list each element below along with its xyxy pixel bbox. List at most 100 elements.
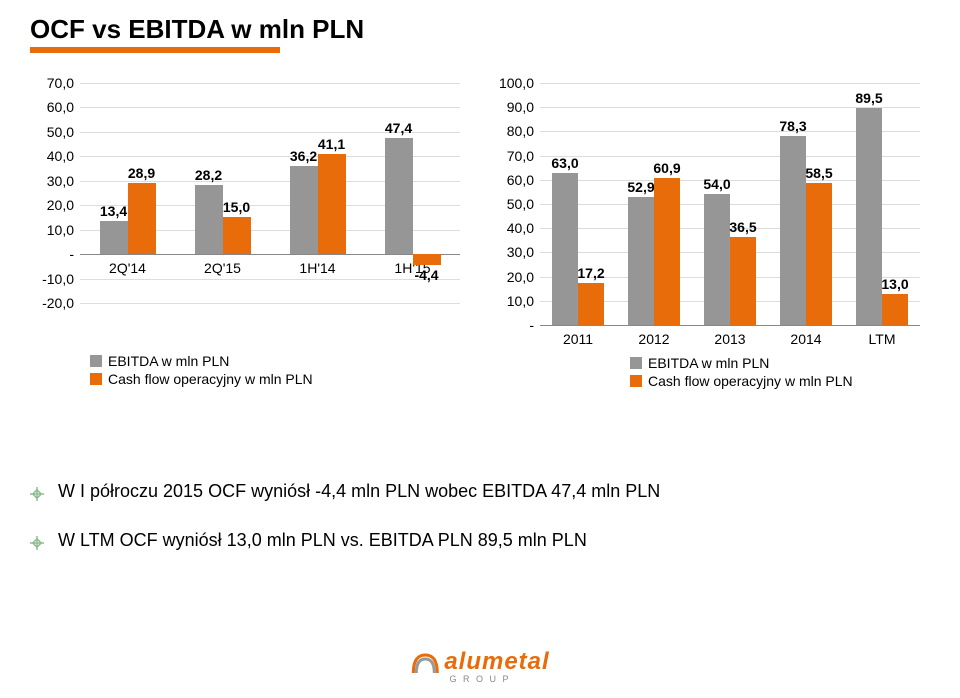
gridline (80, 279, 460, 280)
gridline (540, 83, 920, 84)
legend-swatch (630, 357, 642, 369)
bar-value-label: 78,3 (779, 118, 806, 134)
y-tick-label: 80,0 (507, 123, 540, 139)
y-tick-label: 30,0 (47, 173, 80, 189)
y-tick-label: 20,0 (507, 269, 540, 285)
bar (413, 254, 441, 265)
y-tick-label: 20,0 (47, 197, 80, 213)
bar (128, 183, 156, 254)
bar (856, 108, 882, 325)
gridline (80, 303, 460, 304)
bullet-item: W I półroczu 2015 OCF wyniósł -4,4 mln P… (30, 481, 930, 502)
y-tick-label: -20,0 (42, 295, 80, 311)
x-tick-label: 2Q'14 (109, 260, 146, 276)
bar-value-label: 28,9 (128, 165, 155, 181)
y-tick-label: 50,0 (47, 124, 80, 140)
bar-value-label: -4,4 (414, 267, 438, 283)
legend-item-ocf: Cash flow operacyjny w mln PLN (630, 373, 930, 389)
bar-value-label: 60,9 (653, 160, 680, 176)
bar (806, 183, 832, 325)
logo-icon (410, 649, 440, 675)
x-axis (540, 325, 920, 326)
y-tick-label: -10,0 (42, 271, 80, 287)
bar (100, 221, 128, 254)
bar (654, 178, 680, 325)
bar (628, 197, 654, 325)
gridline (80, 107, 460, 108)
legend-label: EBITDA w mln PLN (648, 355, 769, 371)
legend-label: EBITDA w mln PLN (108, 353, 229, 369)
bar-value-label: 36,2 (290, 148, 317, 164)
y-tick-label: 70,0 (47, 75, 80, 91)
y-tick-label: - (529, 317, 540, 333)
bar (704, 194, 730, 325)
logo-text: alumetal (444, 648, 549, 676)
legend-item-ebitda: EBITDA w mln PLN (90, 353, 470, 369)
x-tick-label: 2012 (638, 331, 669, 347)
y-tick-label: 10,0 (507, 293, 540, 309)
legend-label: Cash flow operacyjny w mln PLN (648, 373, 853, 389)
legend-swatch (90, 373, 102, 385)
bar-value-label: 63,0 (551, 155, 578, 171)
bar-value-label: 41,1 (318, 136, 345, 152)
bar (552, 173, 578, 325)
y-tick-label: 30,0 (507, 244, 540, 260)
x-tick-label: 2014 (790, 331, 821, 347)
chart-left-plot: -20,0-10,0-10,020,030,040,050,060,070,02… (80, 83, 460, 303)
legend-swatch (90, 355, 102, 367)
bar (195, 185, 223, 254)
logo-subtext: G R O U P (449, 674, 510, 684)
bullet-icon (30, 534, 44, 548)
logo: alumetal G R O U P (410, 648, 549, 684)
y-tick-label: 40,0 (47, 148, 80, 164)
bullet-icon (30, 485, 44, 499)
chart-left-legend: EBITDA w mln PLN Cash flow operacyjny w … (90, 353, 470, 387)
bar-value-label: 54,0 (703, 176, 730, 192)
bar-value-label: 15,0 (223, 199, 250, 215)
bullet-text: W LTM OCF wyniósł 13,0 mln PLN vs. EBITD… (58, 530, 587, 551)
bar (223, 217, 251, 254)
bullet-text: W I półroczu 2015 OCF wyniósł -4,4 mln P… (58, 481, 660, 502)
bar (730, 237, 756, 325)
title-underline (30, 47, 280, 53)
bullets: W I półroczu 2015 OCF wyniósł -4,4 mln P… (30, 481, 930, 551)
chart-right-legend: EBITDA w mln PLN Cash flow operacyjny w … (630, 355, 930, 389)
bar (578, 283, 604, 325)
y-tick-label: 70,0 (507, 148, 540, 164)
bar-value-label: 17,2 (577, 265, 604, 281)
gridline (80, 83, 460, 84)
chart-left: -20,0-10,0-10,020,030,040,050,060,070,02… (30, 83, 470, 391)
bar-value-label: 13,4 (100, 203, 127, 219)
y-tick-label: 90,0 (507, 99, 540, 115)
bar (780, 136, 806, 325)
y-tick-label: - (69, 246, 80, 262)
x-tick-label: 2011 (563, 331, 593, 347)
x-tick-label: 1H'14 (299, 260, 335, 276)
y-tick-label: 40,0 (507, 220, 540, 236)
charts-row: -20,0-10,0-10,020,030,040,050,060,070,02… (30, 83, 930, 391)
bar-value-label: 13,0 (881, 276, 908, 292)
page-title: OCF vs EBITDA w mln PLN (30, 14, 930, 45)
bar-value-label: 58,5 (805, 165, 832, 181)
bar-value-label: 36,5 (729, 219, 756, 235)
bar-value-label: 52,9 (627, 179, 654, 195)
chart-right-plot: -10,020,030,040,050,060,070,080,090,0100… (540, 83, 920, 325)
legend-item-ebitda: EBITDA w mln PLN (630, 355, 930, 371)
x-tick-label: LTM (869, 331, 896, 347)
bar (318, 154, 346, 254)
y-tick-label: 100,0 (499, 75, 540, 91)
bar (385, 138, 413, 254)
x-tick-label: 2Q'15 (204, 260, 241, 276)
bar-value-label: 89,5 (855, 90, 882, 106)
y-tick-label: 50,0 (507, 196, 540, 212)
legend-label: Cash flow operacyjny w mln PLN (108, 371, 313, 387)
bullet-item: W LTM OCF wyniósł 13,0 mln PLN vs. EBITD… (30, 530, 930, 551)
y-tick-label: 10,0 (47, 222, 80, 238)
x-tick-label: 2013 (714, 331, 745, 347)
bar-value-label: 47,4 (385, 120, 412, 136)
bar (882, 294, 908, 325)
x-axis (80, 254, 460, 255)
bar-value-label: 28,2 (195, 167, 222, 183)
y-tick-label: 60,0 (507, 172, 540, 188)
legend-swatch (630, 375, 642, 387)
